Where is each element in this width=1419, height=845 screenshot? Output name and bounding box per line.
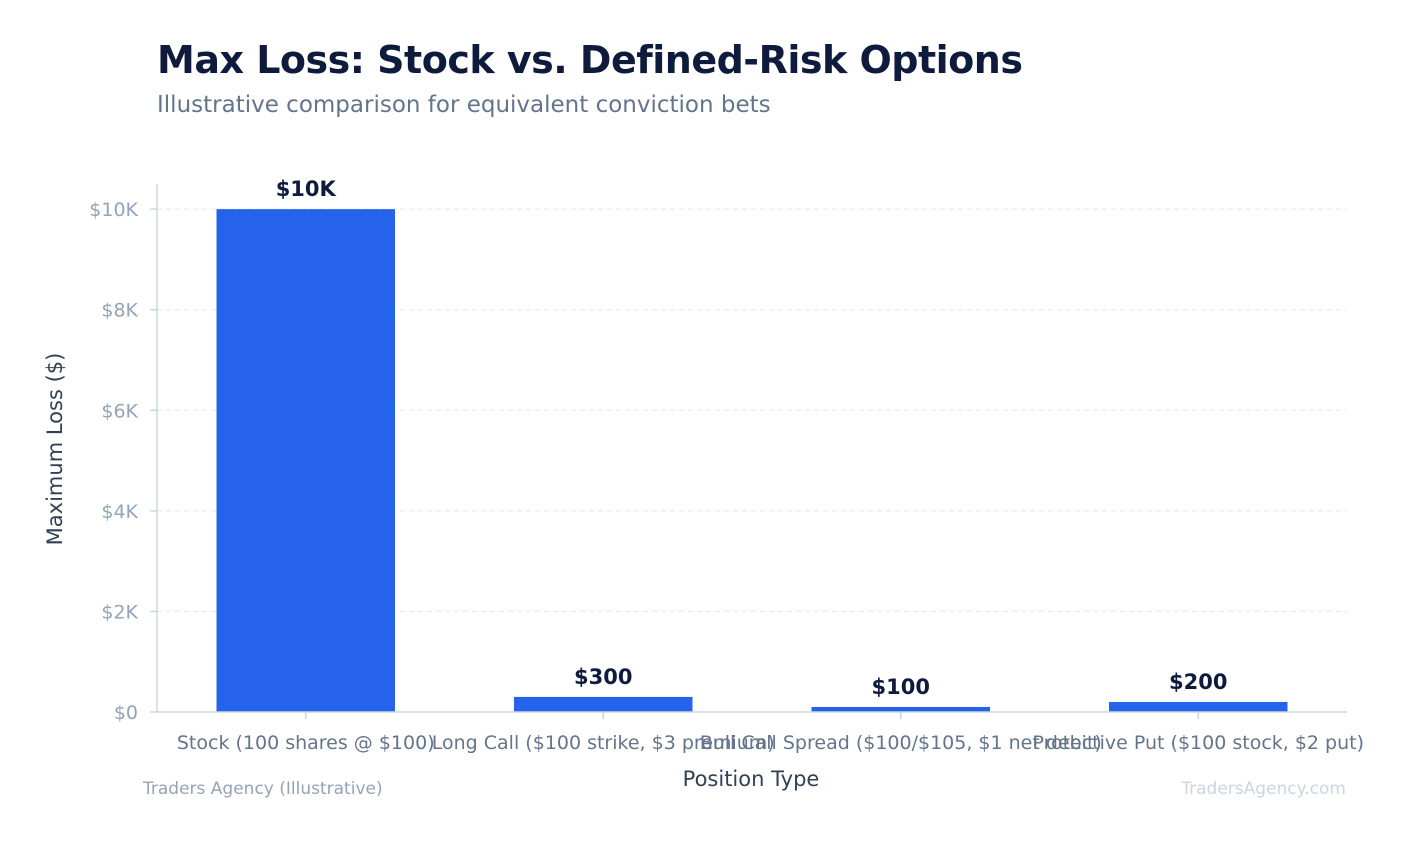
y-tick-label: $10K [89,199,138,221]
bar-value-label: $300 [574,665,632,689]
bar[interactable] [514,696,693,712]
y-tick-label: $4K [101,501,138,523]
chart-subtitle: Illustrative comparison for equivalent c… [157,92,771,118]
x-tick-label: Protective Put ($100 stock, $2 put) [1032,732,1364,754]
x-tick-label: Stock (100 shares @ $100) [177,732,435,754]
bar-value-label: $10K [276,177,337,201]
axes [156,184,1347,713]
bar[interactable] [1109,701,1288,712]
bars [216,209,1288,712]
bar[interactable] [811,706,991,712]
y-tick-label: $6K [101,400,138,422]
y-tick-label: $0 [114,702,138,724]
bar-value-label: $100 [872,675,930,699]
chart-title: Max Loss: Stock vs. Defined-Risk Options [157,38,1023,82]
x-ticks: Stock (100 shares @ $100)Long Call ($100… [177,712,1364,754]
y-tick-label: $8K [101,300,138,322]
value-labels: $10K $300 $100 $200 [276,177,1228,699]
source-note: Traders Agency (Illustrative) [143,779,383,799]
bar[interactable] [216,209,396,712]
y-ticks: $0 $2K $4K $6K $8K $10K [89,199,157,724]
watermark: TradersAgency.com [1181,779,1346,799]
y-axis-title: Maximum Loss ($) [43,353,67,546]
y-tick-label: $2K [101,601,138,623]
bar-value-label: $200 [1169,670,1227,694]
x-tick-label: Long Call ($100 strike, $3 premium) [432,732,775,754]
x-axis-title: Position Type [683,767,820,791]
x-tick-label: Bull Call Spread ($100/$105, $1 net debi… [700,732,1102,754]
